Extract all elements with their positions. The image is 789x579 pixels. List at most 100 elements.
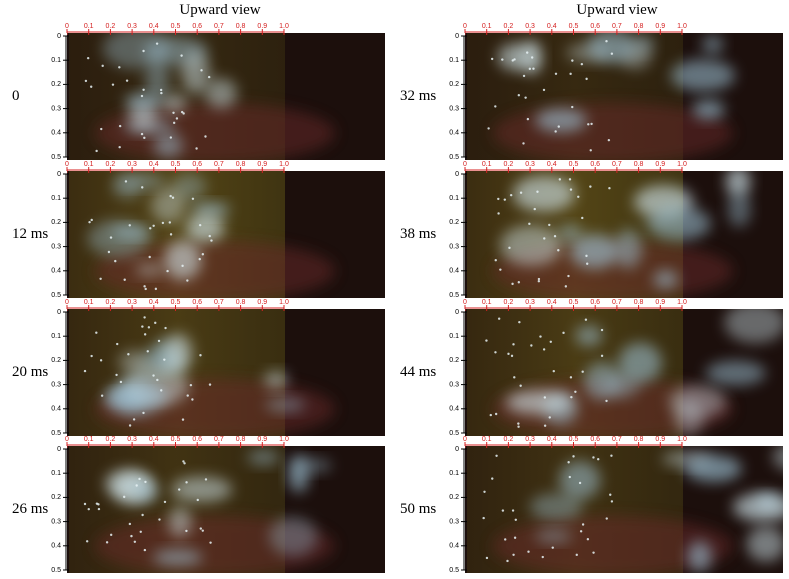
bubble <box>543 424 547 427</box>
ruler-label: 0.4 <box>449 543 459 550</box>
ruler-label: 0 <box>57 446 61 453</box>
bubble <box>152 374 155 377</box>
bubble <box>517 422 520 425</box>
ruler-label: 0.6 <box>192 299 202 306</box>
bubble <box>154 287 158 291</box>
bubble <box>522 74 526 78</box>
bubble-cloud <box>746 526 783 562</box>
bubble <box>86 56 90 60</box>
ruler-label: 0.9 <box>655 161 665 168</box>
bubble <box>506 559 509 563</box>
photo-content <box>55 309 385 436</box>
bubble <box>201 253 205 256</box>
bubble-cloud <box>168 506 192 538</box>
bubble <box>554 130 557 133</box>
bubble <box>175 117 179 120</box>
bubble <box>487 127 490 130</box>
bubble <box>118 145 121 149</box>
ruler-label: 0.3 <box>127 299 137 306</box>
bubble <box>567 461 570 464</box>
bubble-cloud <box>145 60 170 101</box>
bubble <box>209 541 212 544</box>
bubble-cloud <box>87 219 149 258</box>
bubble <box>105 541 109 544</box>
bubble <box>143 136 146 140</box>
ruler-label: 0 <box>463 23 467 30</box>
bubble <box>485 339 488 342</box>
ruler-label: 0.1 <box>51 470 61 477</box>
bubble <box>490 57 494 61</box>
ruler-label: 1.0 <box>279 299 289 306</box>
bubble <box>140 94 144 98</box>
ruler-label: 0.4 <box>547 23 557 30</box>
bubble <box>141 325 144 328</box>
bubble <box>569 188 573 191</box>
bubble-cloud <box>587 33 637 63</box>
bubble <box>143 316 146 319</box>
ruler-label: 0.1 <box>84 299 94 306</box>
bubble <box>610 500 614 503</box>
ruler-label: 0.3 <box>525 161 535 168</box>
bubble <box>181 418 185 421</box>
bubble <box>158 518 161 521</box>
bubble <box>140 132 144 136</box>
ruler-label: 1.0 <box>279 23 289 30</box>
ruler-label: 0.1 <box>51 195 61 202</box>
bubble <box>139 530 142 533</box>
bubble <box>519 384 522 387</box>
ruler-label: 0 <box>463 161 467 168</box>
bubble <box>508 246 511 250</box>
ruler-label: 0 <box>463 436 467 443</box>
ruler-label: 0.5 <box>51 154 61 161</box>
ruler-label: 0.3 <box>51 243 61 250</box>
ruler-label: 0 <box>57 309 61 316</box>
ruler-label: 0.5 <box>569 299 579 306</box>
bubble-cloud <box>670 59 735 92</box>
bubble-cloud <box>164 240 202 281</box>
bubble-cloud <box>512 175 575 212</box>
bubble <box>143 333 147 336</box>
ruler-label: 0 <box>57 171 61 178</box>
photo: 0 0.1 0.2 0.3 0.4 0.5 0.6 0.7 0.8 0.9 1.0 0 0.1 0.2 0.… <box>449 299 783 437</box>
bubble <box>542 348 546 351</box>
bubble <box>608 187 611 190</box>
bubble <box>553 235 557 238</box>
bubble <box>514 518 517 521</box>
bubble-cloud <box>725 171 751 198</box>
ruler-strip <box>55 33 67 160</box>
bubble <box>138 477 141 481</box>
bubble <box>585 77 588 81</box>
bubble <box>525 51 529 54</box>
ruler-label: 0.3 <box>449 381 459 388</box>
bubble <box>85 540 89 543</box>
ruler-label: 0.4 <box>51 268 61 275</box>
ruler-label: 0.5 <box>51 430 61 437</box>
ruler-label: 0.3 <box>51 518 61 525</box>
bubble <box>189 383 193 387</box>
ruler-label: 0.5 <box>171 436 181 443</box>
bubble <box>99 277 102 280</box>
bubble <box>501 509 505 512</box>
bubble-cloud <box>646 206 711 241</box>
bubble-cloud <box>181 52 210 94</box>
ruler-label: 0 <box>463 299 467 306</box>
bubble-cloud <box>529 493 583 521</box>
bubble <box>127 353 130 356</box>
ruler-label: 0 <box>57 33 61 40</box>
ruler-label: 0.2 <box>106 299 116 306</box>
bubble <box>169 194 172 198</box>
ruler-label: 0.6 <box>192 23 202 30</box>
ruler-label: 0.9 <box>257 299 267 306</box>
bubble <box>554 72 558 75</box>
bubble <box>208 234 211 238</box>
bubble <box>183 462 186 465</box>
ruler-label: 0.6 <box>192 436 202 443</box>
bubble <box>579 530 583 533</box>
bubble <box>124 180 128 183</box>
ruler-label: 0.4 <box>547 436 557 443</box>
column-title: Upward view <box>576 2 657 18</box>
ruler-label: 0.2 <box>51 494 61 501</box>
bubble <box>564 285 568 288</box>
bubble <box>118 124 122 128</box>
